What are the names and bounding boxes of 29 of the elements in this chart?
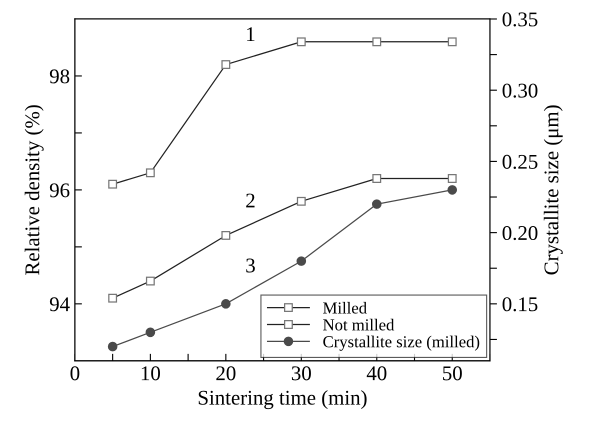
y2-tick-label: 0.20 (502, 226, 538, 240)
y2-tick-label: 0.15 (502, 297, 538, 312)
point (372, 199, 382, 209)
y-tick-label: 94 (50, 297, 70, 312)
y2-axis-title: Crystallite size (μm) (544, 105, 563, 274)
legend-label: Milled (323, 302, 367, 314)
y-tick-label: 98 (50, 69, 70, 84)
point (146, 328, 156, 338)
y2-tick-label: 0.35 (502, 12, 538, 27)
legend-label: Not milled (323, 318, 394, 330)
point (296, 256, 306, 266)
point (108, 342, 118, 352)
x-tick-label: 0 (70, 366, 80, 380)
x-tick-label: 50 (443, 366, 462, 380)
x-axis-title: Sintering time (min) (198, 390, 367, 410)
y2-tick-label: 0.25 (502, 154, 538, 169)
legend-label: Crystallite size (milled) (323, 336, 480, 351)
point (221, 299, 231, 309)
annotation: 2 (246, 194, 255, 208)
y-tick-label: 96 (50, 183, 70, 198)
annotation: 3 (246, 258, 255, 273)
annotation: 1 (247, 27, 254, 42)
x-tick-label: 40 (366, 366, 386, 380)
x-tick-label: 20 (216, 366, 236, 380)
y-axis-title: Relative density (%) (24, 105, 44, 275)
point (447, 185, 458, 195)
y2-tick-label: 0.30 (502, 84, 538, 98)
x-tick-label: 30 (292, 366, 311, 380)
x-tick-label: 10 (142, 366, 160, 380)
